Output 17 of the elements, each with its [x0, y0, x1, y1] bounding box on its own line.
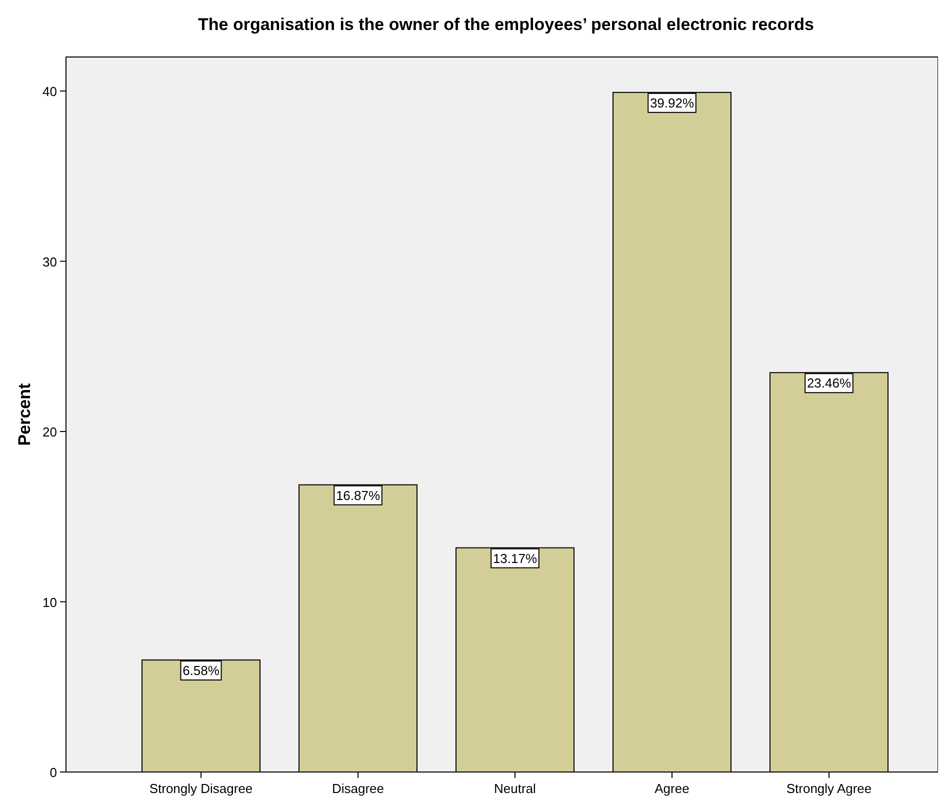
y-axis-title: Percent — [15, 382, 34, 446]
y-tick-label: 40 — [42, 84, 57, 100]
x-tick-label: Neutral — [494, 781, 536, 796]
chart-title: The organisation is the owner of the employees’ personal electronic records — [198, 15, 814, 34]
data-label: 23.46% — [806, 376, 852, 391]
data-label: 39.92% — [650, 95, 694, 110]
x-tick-label: Disagree — [332, 781, 384, 796]
data-label: 16.87% — [336, 488, 380, 503]
y-tick-label: 0 — [50, 765, 57, 780]
data-label: 6.58% — [182, 662, 220, 678]
x-tick-label: Strongly Agree — [786, 781, 872, 796]
data-label: 13.17% — [492, 550, 538, 566]
y-tick-label: 10 — [42, 594, 57, 610]
x-tick-label: Agree — [654, 781, 690, 796]
y-tick-label: 30 — [42, 254, 57, 270]
y-tick-label: 20 — [42, 424, 57, 440]
x-tick-label: Strongly Disagree — [149, 781, 253, 796]
